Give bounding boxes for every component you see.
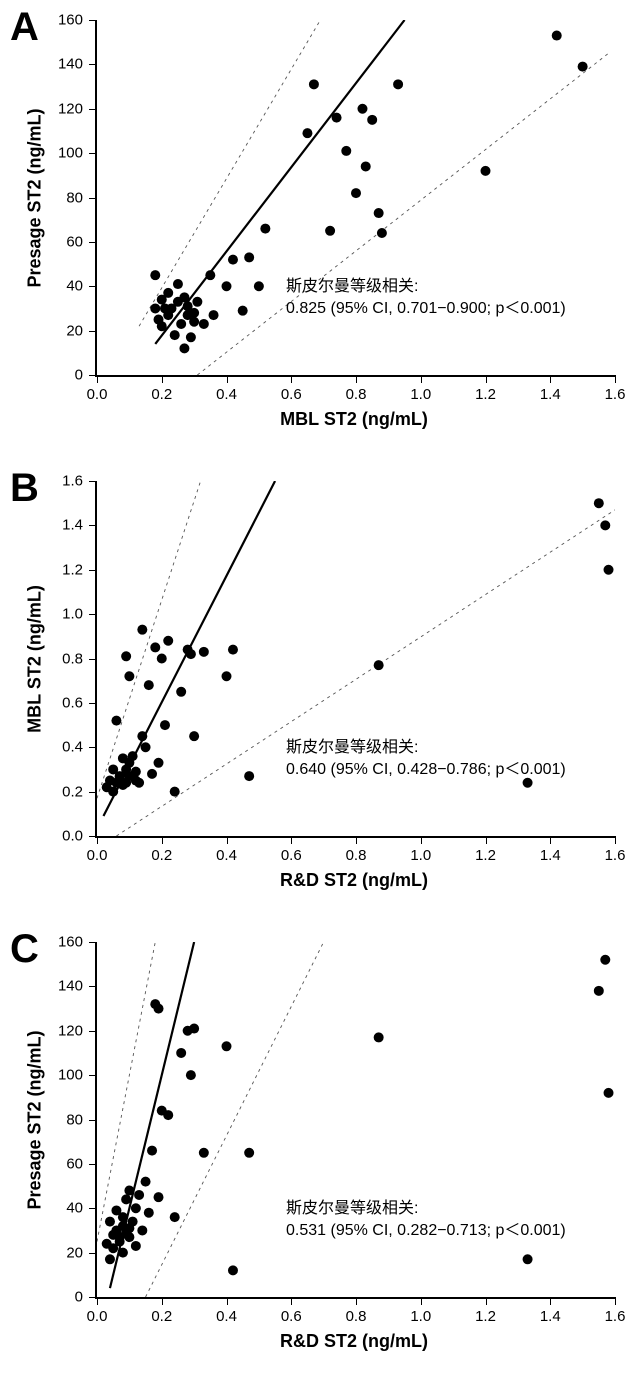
y-tick-label: 0.4 <box>62 739 83 756</box>
y-tick-label: 160 <box>58 12 83 29</box>
y-tick-label: 120 <box>58 100 83 117</box>
x-tick-label: 0.0 <box>87 1308 108 1325</box>
x-tick-label: 0.6 <box>281 847 302 864</box>
x-tick-label: 1.2 <box>475 847 496 864</box>
x-tick-label: 1.6 <box>605 847 626 864</box>
x-tick-label: 0.8 <box>346 847 367 864</box>
y-tick-label: 60 <box>66 1155 83 1172</box>
y-tick-label: 100 <box>58 1067 83 1084</box>
plot-area: 0.00.20.40.60.81.01.21.41.60204060801001… <box>95 20 615 377</box>
x-tick-label: 1.0 <box>410 847 431 864</box>
panel-label: A <box>10 5 39 50</box>
correlation-annotation: 斯皮尔曼等级相关:0.531 (95% CI, 0.282−0.713; p＜0… <box>286 1198 566 1241</box>
panel-a: A0.00.20.40.60.81.01.21.41.6020406080100… <box>0 0 640 461</box>
x-tick-label: 0.0 <box>87 386 108 403</box>
x-tick-label: 0.4 <box>216 386 237 403</box>
y-tick-label: 0.2 <box>62 783 83 800</box>
x-tick-label: 1.4 <box>540 847 561 864</box>
x-tick-label: 1.6 <box>605 386 626 403</box>
x-tick-label: 1.4 <box>540 1308 561 1325</box>
y-tick-label: 120 <box>58 1022 83 1039</box>
y-tick-label: 0.6 <box>62 694 83 711</box>
x-axis-label: MBL ST2 (ng/mL) <box>280 409 428 430</box>
y-tick-label: 140 <box>58 978 83 995</box>
plot-area: 0.00.20.40.60.81.01.21.41.60.00.20.40.60… <box>95 481 615 838</box>
x-tick-label: 0.2 <box>151 847 172 864</box>
y-tick-label: 60 <box>66 233 83 250</box>
y-axis-label: Presage ST2 (ng/mL) <box>25 108 46 287</box>
y-axis-label: Presage ST2 (ng/mL) <box>25 1030 46 1209</box>
y-tick-label: 80 <box>66 189 83 206</box>
y-tick-label: 20 <box>66 322 83 339</box>
y-tick-label: 40 <box>66 1200 83 1217</box>
x-tick-label: 1.2 <box>475 386 496 403</box>
correlation-annotation: 斯皮尔曼等级相关:0.640 (95% CI, 0.428−0.786; p＜0… <box>286 737 566 780</box>
y-tick-label: 1.0 <box>62 606 83 623</box>
x-tick-label: 0.2 <box>151 386 172 403</box>
y-tick-label: 1.2 <box>62 561 83 578</box>
x-tick-label: 1.2 <box>475 1308 496 1325</box>
y-tick-label: 100 <box>58 145 83 162</box>
panel-b: B0.00.20.40.60.81.01.21.41.60.00.20.40.6… <box>0 461 640 922</box>
x-tick-label: 0.8 <box>346 1308 367 1325</box>
correlation-annotation: 斯皮尔曼等级相关:0.825 (95% CI, 0.701−0.900; p＜0… <box>286 276 566 319</box>
plot-area: 0.00.20.40.60.81.01.21.41.60204060801001… <box>95 942 615 1299</box>
x-tick-label: 0.6 <box>281 386 302 403</box>
x-axis-label: R&D ST2 (ng/mL) <box>280 1331 428 1352</box>
y-tick-label: 80 <box>66 1111 83 1128</box>
y-tick-label: 20 <box>66 1244 83 1261</box>
y-tick-label: 1.4 <box>62 517 83 534</box>
x-tick-label: 1.0 <box>410 386 431 403</box>
x-tick-label: 1.4 <box>540 386 561 403</box>
y-tick-label: 1.6 <box>62 473 83 490</box>
x-tick-label: 0.6 <box>281 1308 302 1325</box>
y-tick-label: 40 <box>66 278 83 295</box>
x-tick-label: 1.6 <box>605 1308 626 1325</box>
x-tick-label: 0.4 <box>216 847 237 864</box>
x-tick-label: 1.0 <box>410 1308 431 1325</box>
y-tick-label: 0.8 <box>62 650 83 667</box>
x-axis-label: R&D ST2 (ng/mL) <box>280 870 428 891</box>
x-tick-label: 0.4 <box>216 1308 237 1325</box>
y-tick-label: 0 <box>75 367 83 384</box>
y-tick-label: 160 <box>58 934 83 951</box>
y-tick-label: 140 <box>58 56 83 73</box>
panel-c: C0.00.20.40.60.81.01.21.41.6020406080100… <box>0 922 640 1383</box>
x-tick-label: 0.2 <box>151 1308 172 1325</box>
x-tick-label: 0.0 <box>87 847 108 864</box>
panel-label: B <box>10 466 39 511</box>
y-axis-label: MBL ST2 (ng/mL) <box>25 585 46 733</box>
panel-label: C <box>10 927 39 972</box>
y-tick-label: 0 <box>75 1289 83 1306</box>
y-tick-label: 0.0 <box>62 828 83 845</box>
x-tick-label: 0.8 <box>346 386 367 403</box>
